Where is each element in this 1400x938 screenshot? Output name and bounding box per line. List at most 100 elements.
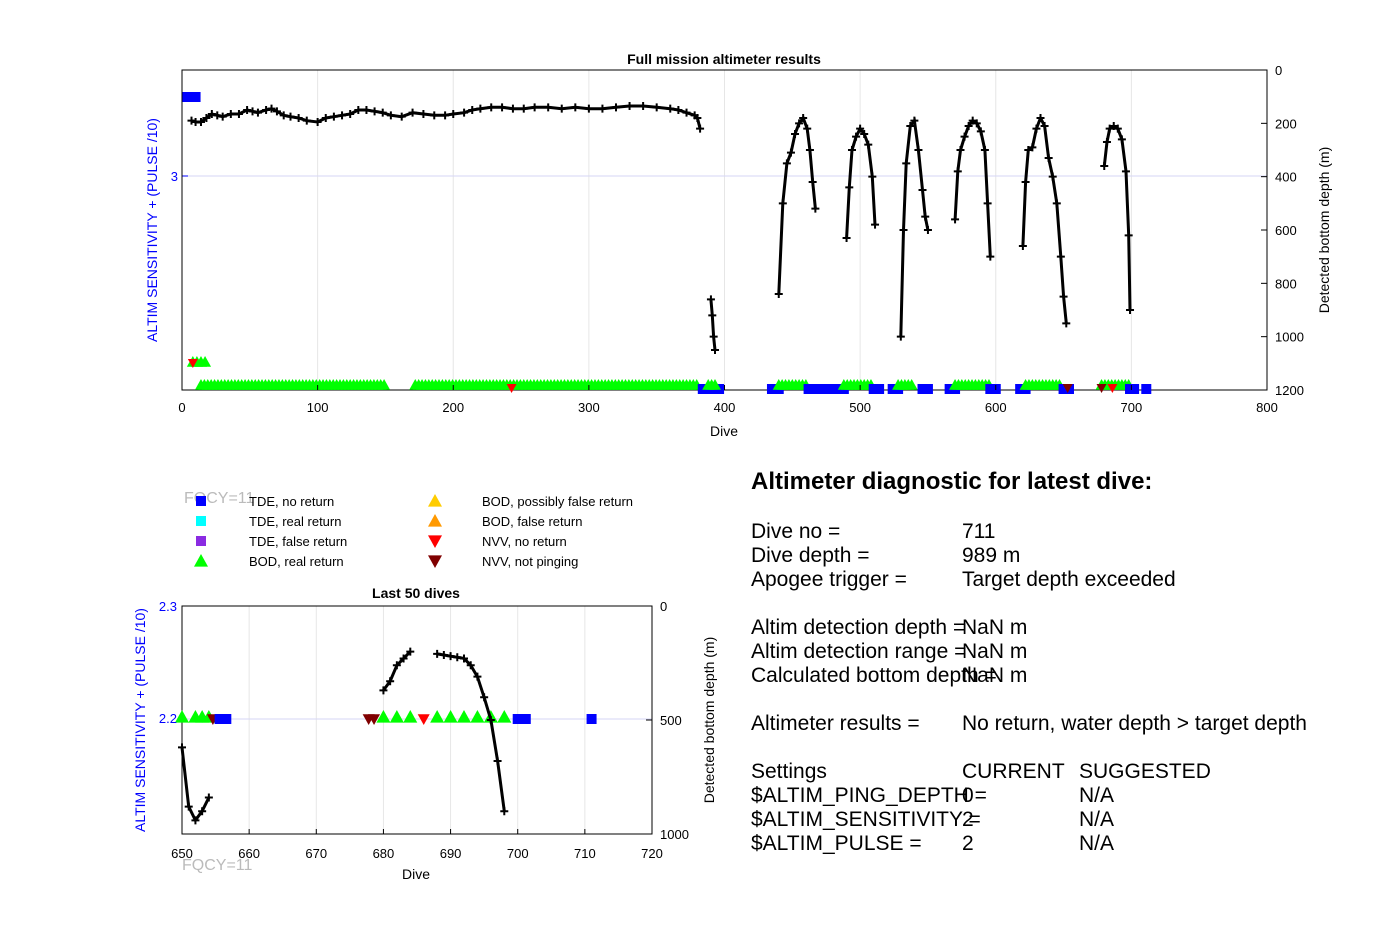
- bottom-depth-lines: [178, 647, 509, 825]
- top-depth-point: [1052, 199, 1061, 208]
- top-depth-point: [519, 104, 528, 113]
- top-depth-point: [213, 111, 222, 120]
- top-depth-point: [968, 116, 977, 125]
- top-right-y-ticks: 0 200 400 600 800 1000 1200: [1261, 63, 1304, 398]
- bottom-depth-point: [191, 816, 200, 825]
- bottom-depth-point: [493, 757, 502, 766]
- top-x-tick-label: 0: [178, 400, 185, 415]
- bottom-x-tick-label: 680: [373, 846, 395, 861]
- pulse-current: 2: [962, 832, 974, 855]
- top-depth-point: [408, 108, 417, 117]
- bottom-depth-point: [204, 793, 213, 802]
- detect-range-value: NaN m: [962, 640, 1028, 663]
- bottom-x-tick-label: 660: [238, 846, 260, 861]
- top-right-tick-label: 400: [1275, 170, 1297, 185]
- bottom-depth-point: [439, 651, 448, 660]
- current-label: CURRENT: [962, 760, 1065, 783]
- top-depth-point: [557, 104, 566, 113]
- bottom-depth-point: [433, 649, 442, 658]
- top-depth-point: [845, 183, 854, 192]
- top-depth-lines: [187, 102, 1135, 354]
- top-depth-point: [803, 124, 812, 133]
- bottom-tde-marker: [586, 714, 597, 724]
- bottom-depth-point: [480, 693, 489, 702]
- top-depth-point: [902, 159, 911, 168]
- top-depth-point: [1117, 135, 1126, 144]
- top-depth-point: [778, 199, 787, 208]
- top-depth-point: [329, 112, 338, 121]
- top-depth-point: [386, 111, 395, 120]
- top-depth-point: [1102, 138, 1111, 146]
- top-depth-point: [964, 122, 973, 130]
- top-depth-point: [786, 148, 795, 157]
- fqcy-annotation-top: FQCY=11: [184, 490, 255, 507]
- top-depth-point: [896, 332, 905, 341]
- legend-label: TDE, real return: [249, 514, 341, 529]
- top-depth-point: [842, 234, 851, 242]
- top-depth-point: [808, 178, 817, 186]
- bottom-x-label: Dive: [402, 866, 430, 882]
- top-depth-point: [972, 119, 981, 128]
- top-depth-point: [362, 106, 371, 114]
- top-tde-marker: [868, 384, 879, 394]
- top-x-ticks: 0 100 200 300 400 500 600 700 800: [178, 385, 1278, 415]
- top-x-tick-label: 700: [1121, 400, 1143, 415]
- bottom-depth-point: [460, 654, 468, 663]
- top-depth-point: [811, 204, 820, 213]
- top-depth-point: [852, 132, 861, 141]
- bottom-right-tick-label: 500: [660, 713, 682, 728]
- sensitivity-label: $ALTIM_SENSITIVITY =: [751, 808, 981, 831]
- bottom-right-tick-label: 1000: [660, 827, 689, 842]
- suggested-label: SUGGESTED: [1079, 760, 1211, 783]
- top-depth-point: [419, 110, 428, 118]
- top-depth-point: [868, 172, 877, 181]
- top-depth-point: [321, 114, 330, 122]
- bottom-depth-series: [436, 652, 506, 812]
- top-x-tick-label: 400: [714, 400, 736, 415]
- top-depth-point: [279, 111, 288, 120]
- top-tde-marker: [1058, 384, 1069, 394]
- top-depth-point: [847, 146, 856, 154]
- top-tde-marker: [1141, 384, 1152, 394]
- top-x-tick-label: 100: [307, 400, 329, 415]
- top-depth-point: [487, 103, 496, 112]
- top-depth-point: [248, 107, 257, 116]
- top-nvv-not-pinging-marker: [1096, 384, 1107, 393]
- top-depth-point: [639, 102, 648, 110]
- top-bod-marker: [709, 379, 722, 390]
- top-depth-point: [696, 124, 705, 133]
- bottom-depth-point: [198, 807, 207, 816]
- top-right-tick-label: 1000: [1275, 330, 1304, 345]
- bottom-tde-marker: [512, 714, 523, 724]
- bottom-depth-point: [500, 807, 509, 816]
- top-left-y-tick: 3: [171, 169, 178, 184]
- dive-depth-label: Dive depth =: [751, 544, 870, 567]
- bottom-markers: [175, 710, 597, 725]
- top-depth-point: [693, 114, 702, 122]
- top-depth-point: [530, 103, 539, 112]
- top-depth-point: [953, 167, 962, 176]
- calc-bottom-label: Calculated bottom depth =: [751, 664, 997, 687]
- legend-label: BOD, possibly false return: [482, 494, 633, 509]
- top-bod-marker: [905, 379, 918, 390]
- legend-marker-square: [196, 536, 206, 546]
- bottom-x-tick-label: 670: [305, 846, 327, 861]
- top-depth-point: [460, 108, 469, 117]
- bottom-right-y-ticks: 0 500 1000: [646, 599, 689, 842]
- bottom-x-tick-label: 700: [507, 846, 529, 861]
- top-depth-point: [1044, 154, 1053, 162]
- bottom-depth-point: [453, 653, 462, 662]
- top-depth-point: [1100, 162, 1109, 170]
- bottom-bod-marker: [430, 710, 445, 723]
- legend-marker-triangle-down: [428, 555, 442, 568]
- top-depth-point: [674, 106, 683, 114]
- top-tde-marker: [922, 384, 933, 394]
- bottom-tde-marker: [214, 714, 225, 724]
- bottom-depth-point: [486, 716, 495, 724]
- bottom-x-tick-label: 650: [171, 846, 193, 861]
- bottom-x-tick-label: 710: [574, 846, 596, 861]
- bottom-chart: 650 660 670 680 690 700 710 720 0 500 1000 Last 5…: [132, 585, 717, 882]
- bottom-bod-marker: [376, 710, 391, 723]
- apogee-value: Target depth exceeded: [962, 568, 1176, 591]
- top-depth-point: [378, 108, 387, 117]
